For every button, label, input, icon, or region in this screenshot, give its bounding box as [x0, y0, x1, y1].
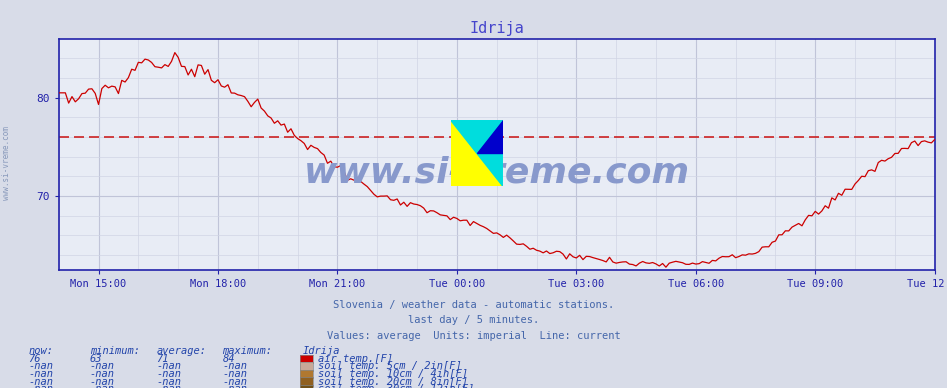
- Text: -nan: -nan: [28, 377, 53, 387]
- Text: Slovenia / weather data - automatic stations.: Slovenia / weather data - automatic stat…: [333, 300, 614, 310]
- Title: Idrija: Idrija: [470, 21, 524, 36]
- Text: -nan: -nan: [90, 385, 115, 388]
- Text: Values: average  Units: imperial  Line: current: Values: average Units: imperial Line: cu…: [327, 331, 620, 341]
- Text: www.si-vreme.com: www.si-vreme.com: [2, 126, 11, 200]
- Text: 76: 76: [28, 354, 41, 364]
- Text: 63: 63: [90, 354, 102, 364]
- Text: soil temp. 20cm / 8in[F]: soil temp. 20cm / 8in[F]: [318, 377, 468, 387]
- Text: -nan: -nan: [156, 369, 181, 379]
- Text: -nan: -nan: [28, 361, 53, 371]
- Text: -nan: -nan: [223, 369, 247, 379]
- Text: soil temp. 30cm / 12in[F]: soil temp. 30cm / 12in[F]: [318, 385, 474, 388]
- Text: last day / 5 minutes.: last day / 5 minutes.: [408, 315, 539, 325]
- Text: maximum:: maximum:: [223, 346, 273, 356]
- Text: -nan: -nan: [223, 385, 247, 388]
- Text: now:: now:: [28, 346, 53, 356]
- Text: -nan: -nan: [223, 361, 247, 371]
- Text: 84: 84: [223, 354, 235, 364]
- Text: www.si-vreme.com: www.si-vreme.com: [304, 156, 689, 190]
- Polygon shape: [451, 120, 503, 186]
- Text: -nan: -nan: [90, 377, 115, 387]
- Text: minimum:: minimum:: [90, 346, 140, 356]
- Text: -nan: -nan: [90, 361, 115, 371]
- Text: Idrija: Idrija: [303, 346, 341, 356]
- Text: soil temp. 5cm / 2in[F]: soil temp. 5cm / 2in[F]: [318, 361, 462, 371]
- Text: -nan: -nan: [28, 369, 53, 379]
- Text: -nan: -nan: [223, 377, 247, 387]
- Text: -nan: -nan: [28, 385, 53, 388]
- Text: -nan: -nan: [90, 369, 115, 379]
- Polygon shape: [477, 120, 503, 153]
- Polygon shape: [451, 120, 503, 186]
- Text: average:: average:: [156, 346, 206, 356]
- Text: -nan: -nan: [156, 385, 181, 388]
- Text: soil temp. 10cm / 4in[F]: soil temp. 10cm / 4in[F]: [318, 369, 468, 379]
- Text: 71: 71: [156, 354, 169, 364]
- Text: -nan: -nan: [156, 377, 181, 387]
- Text: -nan: -nan: [156, 361, 181, 371]
- Text: air temp.[F]: air temp.[F]: [318, 354, 393, 364]
